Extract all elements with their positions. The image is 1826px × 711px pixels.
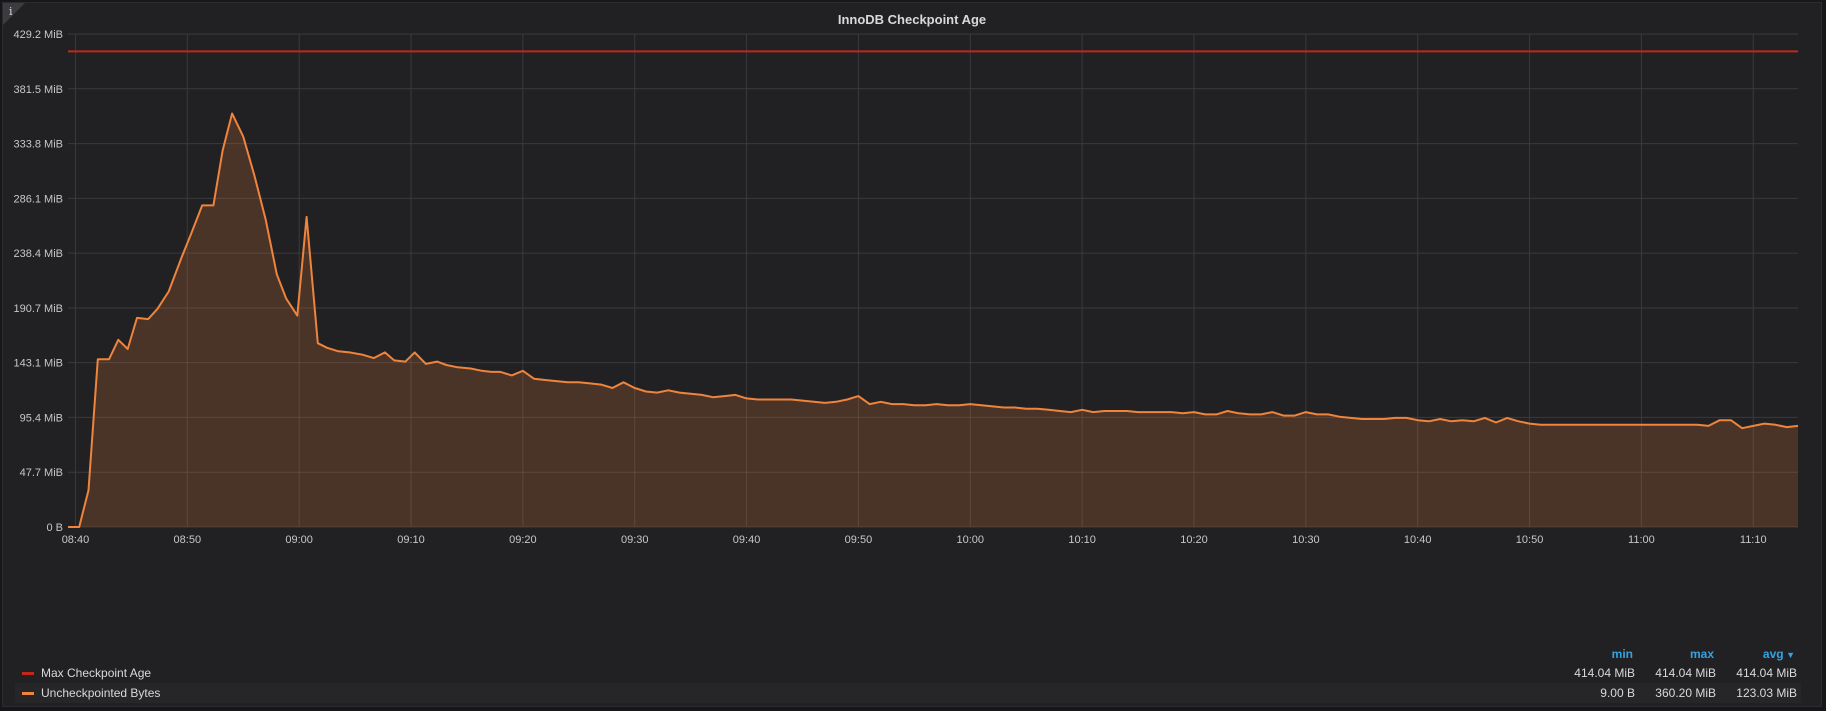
series-line-uncheckpointed-bytes [68, 112, 1799, 528]
legend-min-value: 414.04 MiB [1574, 666, 1635, 680]
y-tick-label: 95.4 MiB [20, 412, 63, 424]
chart-plot: 0 B 47.7 MiB 95.4 MiB 143.1 MiB 190.7 MiB 238… [13, 29, 1799, 546]
y-tick-label: 286.1 MiB [13, 193, 63, 205]
x-tick-label: 10:50 [1516, 534, 1544, 546]
x-tick-label: 09:30 [621, 534, 649, 546]
y-tick-label: 381.5 MiB [13, 84, 63, 96]
y-tick-label: 238.4 MiB [13, 248, 63, 260]
legend-series-name[interactable]: Max Checkpoint Age [41, 666, 152, 680]
legend-avg-value: 414.04 MiB [1736, 666, 1797, 680]
x-tick-label: 08:50 [174, 534, 202, 546]
y-tick-label: 190.7 MiB [13, 303, 63, 315]
x-tick-label: 09:00 [285, 534, 313, 546]
x-tick-label: 10:40 [1404, 534, 1432, 546]
legend-header-max[interactable]: max [1689, 647, 1714, 661]
y-tick-label: 0 B [46, 522, 63, 534]
series-area-uncheckpointed-bytes [68, 113, 1798, 527]
y-tick-label: 333.8 MiB [13, 139, 63, 151]
info-icon[interactable]: i [9, 5, 13, 18]
legend-header-avg-label: avg [1762, 647, 1784, 661]
y-tick-label: 429.2 MiB [13, 29, 63, 41]
legend-header-avg[interactable]: avg ▼ [1725, 647, 1795, 661]
legend-max-value: 360.20 MiB [1655, 686, 1716, 700]
x-tick-label: 11:00 [1628, 534, 1655, 546]
legend-swatch-red[interactable] [22, 672, 34, 675]
y-tick-label: 47.7 MiB [20, 467, 63, 479]
x-tick-label: 10:30 [1292, 534, 1320, 546]
x-tick-label: 10:20 [1180, 534, 1208, 546]
sort-desc-icon: ▼ [1783, 650, 1795, 660]
x-tick-label: 10:00 [957, 534, 985, 546]
legend-min-value: 9.00 B [1600, 686, 1635, 700]
legend-series-name[interactable]: Uncheckpointed Bytes [41, 686, 161, 700]
x-tick-label: 09:50 [845, 534, 873, 546]
y-tick-label: 143.1 MiB [13, 358, 63, 370]
x-tick-label: 11:10 [1740, 534, 1767, 546]
legend-row-max-checkpoint-age[interactable]: Max Checkpoint Age 414.04 MiB 414.04 MiB… [15, 663, 1801, 683]
legend-swatch-orange[interactable] [22, 692, 34, 695]
legend-row-uncheckpointed-bytes[interactable]: Uncheckpointed Bytes 9.00 B 360.20 MiB 1… [15, 683, 1801, 703]
legend-avg-value: 123.03 MiB [1736, 686, 1797, 700]
panel-title[interactable]: InnoDB Checkpoint Age [837, 12, 987, 27]
legend-header-min[interactable]: min [1611, 647, 1633, 661]
x-tick-label: 09:20 [509, 534, 537, 546]
x-tick-label: 09:40 [733, 534, 761, 546]
legend-max-value: 414.04 MiB [1655, 666, 1716, 680]
panel-info-corner[interactable] [3, 3, 25, 25]
x-tick-label: 09:10 [397, 534, 425, 546]
x-tick-label: 08:40 [62, 534, 90, 546]
x-tick-label: 10:10 [1068, 534, 1096, 546]
